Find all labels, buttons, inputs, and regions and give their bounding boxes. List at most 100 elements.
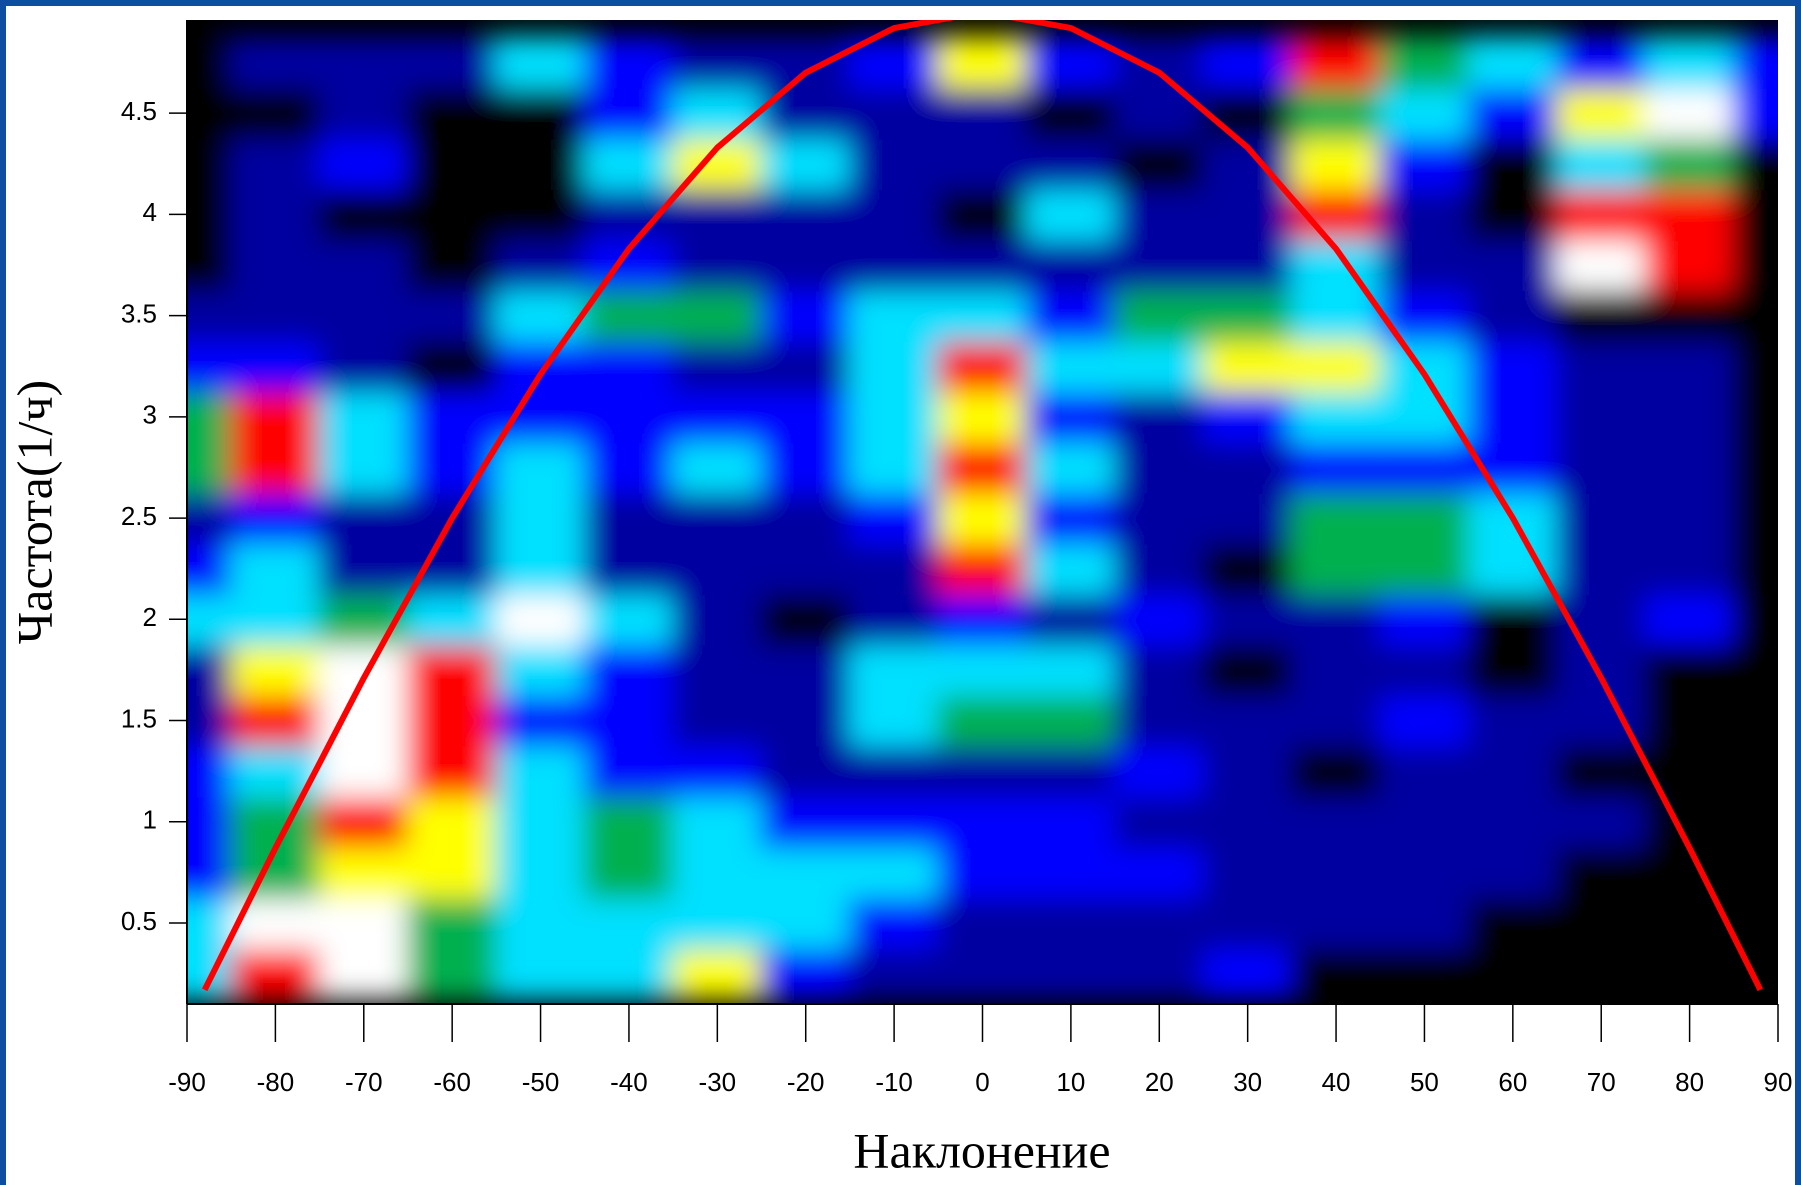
heat-cell bbox=[937, 441, 1027, 494]
heat-cell bbox=[1468, 795, 1558, 848]
heat-cell bbox=[1556, 795, 1646, 848]
heat-cell bbox=[849, 391, 939, 444]
heat-cell bbox=[1644, 36, 1734, 89]
heat-cell bbox=[1026, 87, 1116, 140]
heat-cell bbox=[1644, 340, 1734, 393]
heat-cell bbox=[584, 897, 674, 950]
heat-cell bbox=[672, 644, 762, 697]
heat-cell bbox=[584, 340, 674, 393]
heat-cell bbox=[849, 441, 939, 494]
heat-cell bbox=[761, 188, 851, 241]
x-tick-label: 0 bbox=[975, 1067, 989, 1097]
heat-cell bbox=[584, 137, 674, 190]
heat-cell bbox=[849, 846, 939, 899]
heat-cell bbox=[230, 492, 320, 545]
heat-cell bbox=[1114, 644, 1204, 697]
heat-cell bbox=[1026, 897, 1116, 950]
heat-cell bbox=[230, 36, 320, 89]
y-tick-label: 2.5 bbox=[121, 501, 157, 531]
heat-cell bbox=[1468, 947, 1558, 1000]
heat-cell bbox=[1026, 745, 1116, 798]
heat-cell bbox=[319, 87, 409, 140]
heat-cell bbox=[1114, 188, 1204, 241]
heat-cell bbox=[1026, 846, 1116, 899]
heat-cell bbox=[1202, 542, 1292, 595]
heat-cell bbox=[761, 593, 851, 646]
heat-cell bbox=[495, 846, 585, 899]
heat-cell bbox=[495, 492, 585, 545]
heat-cell bbox=[1556, 846, 1646, 899]
heat-cell bbox=[495, 441, 585, 494]
heat-cell bbox=[1644, 644, 1734, 697]
heat-cell bbox=[1291, 846, 1381, 899]
heat-cell bbox=[1556, 947, 1646, 1000]
heat-cell bbox=[672, 239, 762, 292]
heat-cell bbox=[319, 846, 409, 899]
heat-cell bbox=[1379, 846, 1469, 899]
heat-cell bbox=[672, 289, 762, 342]
heat-cell bbox=[1026, 694, 1116, 747]
heat-cell bbox=[407, 542, 497, 595]
heat-cell bbox=[1114, 391, 1204, 444]
heat-cell bbox=[407, 188, 497, 241]
heat-cell bbox=[1379, 239, 1469, 292]
heat-cell bbox=[761, 694, 851, 747]
heat-cell bbox=[672, 340, 762, 393]
heat-cell bbox=[407, 745, 497, 798]
heat-cell bbox=[1026, 441, 1116, 494]
heat-cell bbox=[495, 87, 585, 140]
x-tick-label: 70 bbox=[1587, 1067, 1616, 1097]
heat-cell bbox=[407, 289, 497, 342]
heat-cell bbox=[1556, 87, 1646, 140]
x-tick-label: -60 bbox=[433, 1067, 471, 1097]
heat-cell bbox=[1379, 441, 1469, 494]
heat-cell bbox=[761, 644, 851, 697]
heat-cell bbox=[407, 87, 497, 140]
heat-cell bbox=[1556, 897, 1646, 950]
heat-cell bbox=[1468, 188, 1558, 241]
x-tick-label: -10 bbox=[875, 1067, 913, 1097]
heat-cell bbox=[849, 87, 939, 140]
heat-cell bbox=[1468, 694, 1558, 747]
heat-cell bbox=[319, 745, 409, 798]
heat-cell bbox=[495, 188, 585, 241]
heat-cell bbox=[1379, 542, 1469, 595]
heat-cell bbox=[1114, 340, 1204, 393]
heat-cell bbox=[584, 644, 674, 697]
heat-cell bbox=[1379, 137, 1469, 190]
heat-cell bbox=[761, 492, 851, 545]
heat-cell bbox=[1291, 795, 1381, 848]
heat-cell bbox=[1291, 947, 1381, 1000]
heat-cell bbox=[230, 188, 320, 241]
heat-cell bbox=[672, 745, 762, 798]
heat-cell bbox=[1202, 492, 1292, 545]
heat-cell bbox=[407, 846, 497, 899]
heat-cell bbox=[407, 239, 497, 292]
heat-cell bbox=[1468, 36, 1558, 89]
heat-cell bbox=[319, 340, 409, 393]
x-tick-label: -50 bbox=[522, 1067, 560, 1097]
y-tick-label: 4.5 bbox=[121, 96, 157, 126]
heat-cell bbox=[1202, 289, 1292, 342]
heat-cell bbox=[1556, 188, 1646, 241]
heat-cell bbox=[849, 694, 939, 747]
heat-cell bbox=[584, 846, 674, 899]
heat-cell bbox=[1379, 593, 1469, 646]
heat-cell bbox=[1291, 593, 1381, 646]
heat-cell bbox=[407, 137, 497, 190]
heat-cell bbox=[319, 289, 409, 342]
x-tick-label: -90 bbox=[168, 1067, 206, 1097]
heat-cell bbox=[672, 391, 762, 444]
heat-cell bbox=[584, 694, 674, 747]
heat-cell bbox=[1291, 644, 1381, 697]
heat-cell bbox=[1114, 239, 1204, 292]
heat-cell bbox=[230, 239, 320, 292]
heat-cell bbox=[672, 542, 762, 595]
heat-cell bbox=[407, 694, 497, 747]
heat-cell bbox=[1556, 36, 1646, 89]
heat-cell bbox=[937, 188, 1027, 241]
x-tick-label: -20 bbox=[787, 1067, 825, 1097]
heat-cell bbox=[1114, 846, 1204, 899]
heat-cell bbox=[1202, 745, 1292, 798]
heat-cell bbox=[584, 492, 674, 545]
